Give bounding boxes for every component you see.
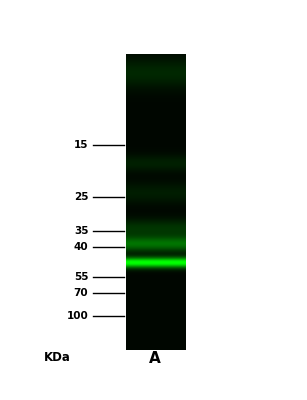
Text: 100: 100	[67, 311, 88, 321]
Text: 25: 25	[74, 192, 88, 202]
Text: 15: 15	[74, 140, 88, 150]
Text: A: A	[149, 351, 161, 366]
Text: 70: 70	[74, 288, 88, 298]
Bar	[126, 54, 186, 350]
Text: 55: 55	[74, 272, 88, 282]
Text: KDa: KDa	[44, 351, 71, 364]
Text: 40: 40	[74, 242, 88, 252]
Text: 35: 35	[74, 226, 88, 236]
